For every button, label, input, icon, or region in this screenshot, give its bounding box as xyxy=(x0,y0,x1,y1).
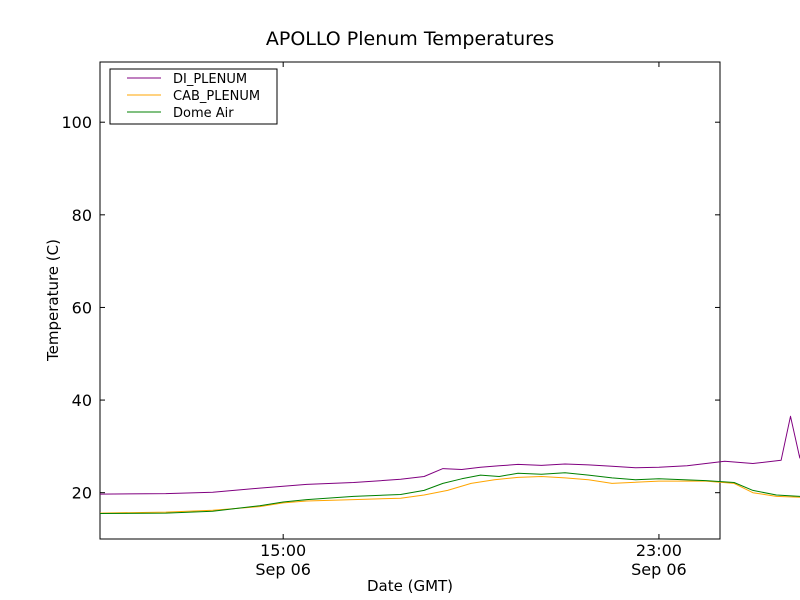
y-tick-label: 80 xyxy=(72,206,92,225)
y-tick-label: 60 xyxy=(72,298,92,317)
legend-label-dome-air: Dome Air xyxy=(173,106,234,121)
x-tick-label: Sep 06 xyxy=(631,560,687,579)
series-line-di-plenum xyxy=(99,415,800,495)
x-tick-label: 23:00 xyxy=(636,541,682,560)
y-tick-label: 20 xyxy=(72,484,92,503)
legend: DI_PLENUM CAB_PLENUM Dome Air xyxy=(109,68,278,125)
legend-label-cab-plenum: CAB_PLENUM xyxy=(173,89,260,104)
legend-label-di-plenum: DI_PLENUM xyxy=(173,72,247,87)
x-tick-label: Sep 06 xyxy=(255,560,311,579)
y-tick-label: 40 xyxy=(72,391,92,410)
series-line-dome-air xyxy=(99,472,800,514)
plot-frame xyxy=(99,61,721,540)
y-tick-label: 100 xyxy=(61,113,92,132)
y-axis-label: Temperature (C) xyxy=(44,239,62,362)
chart-title: APOLLO Plenum Temperatures xyxy=(266,28,554,50)
series-layer xyxy=(99,415,800,514)
series-line-cab-plenum xyxy=(99,476,800,514)
x-axis-label: Date (GMT) xyxy=(367,577,453,595)
x-tick-label: 15:00 xyxy=(260,541,306,560)
